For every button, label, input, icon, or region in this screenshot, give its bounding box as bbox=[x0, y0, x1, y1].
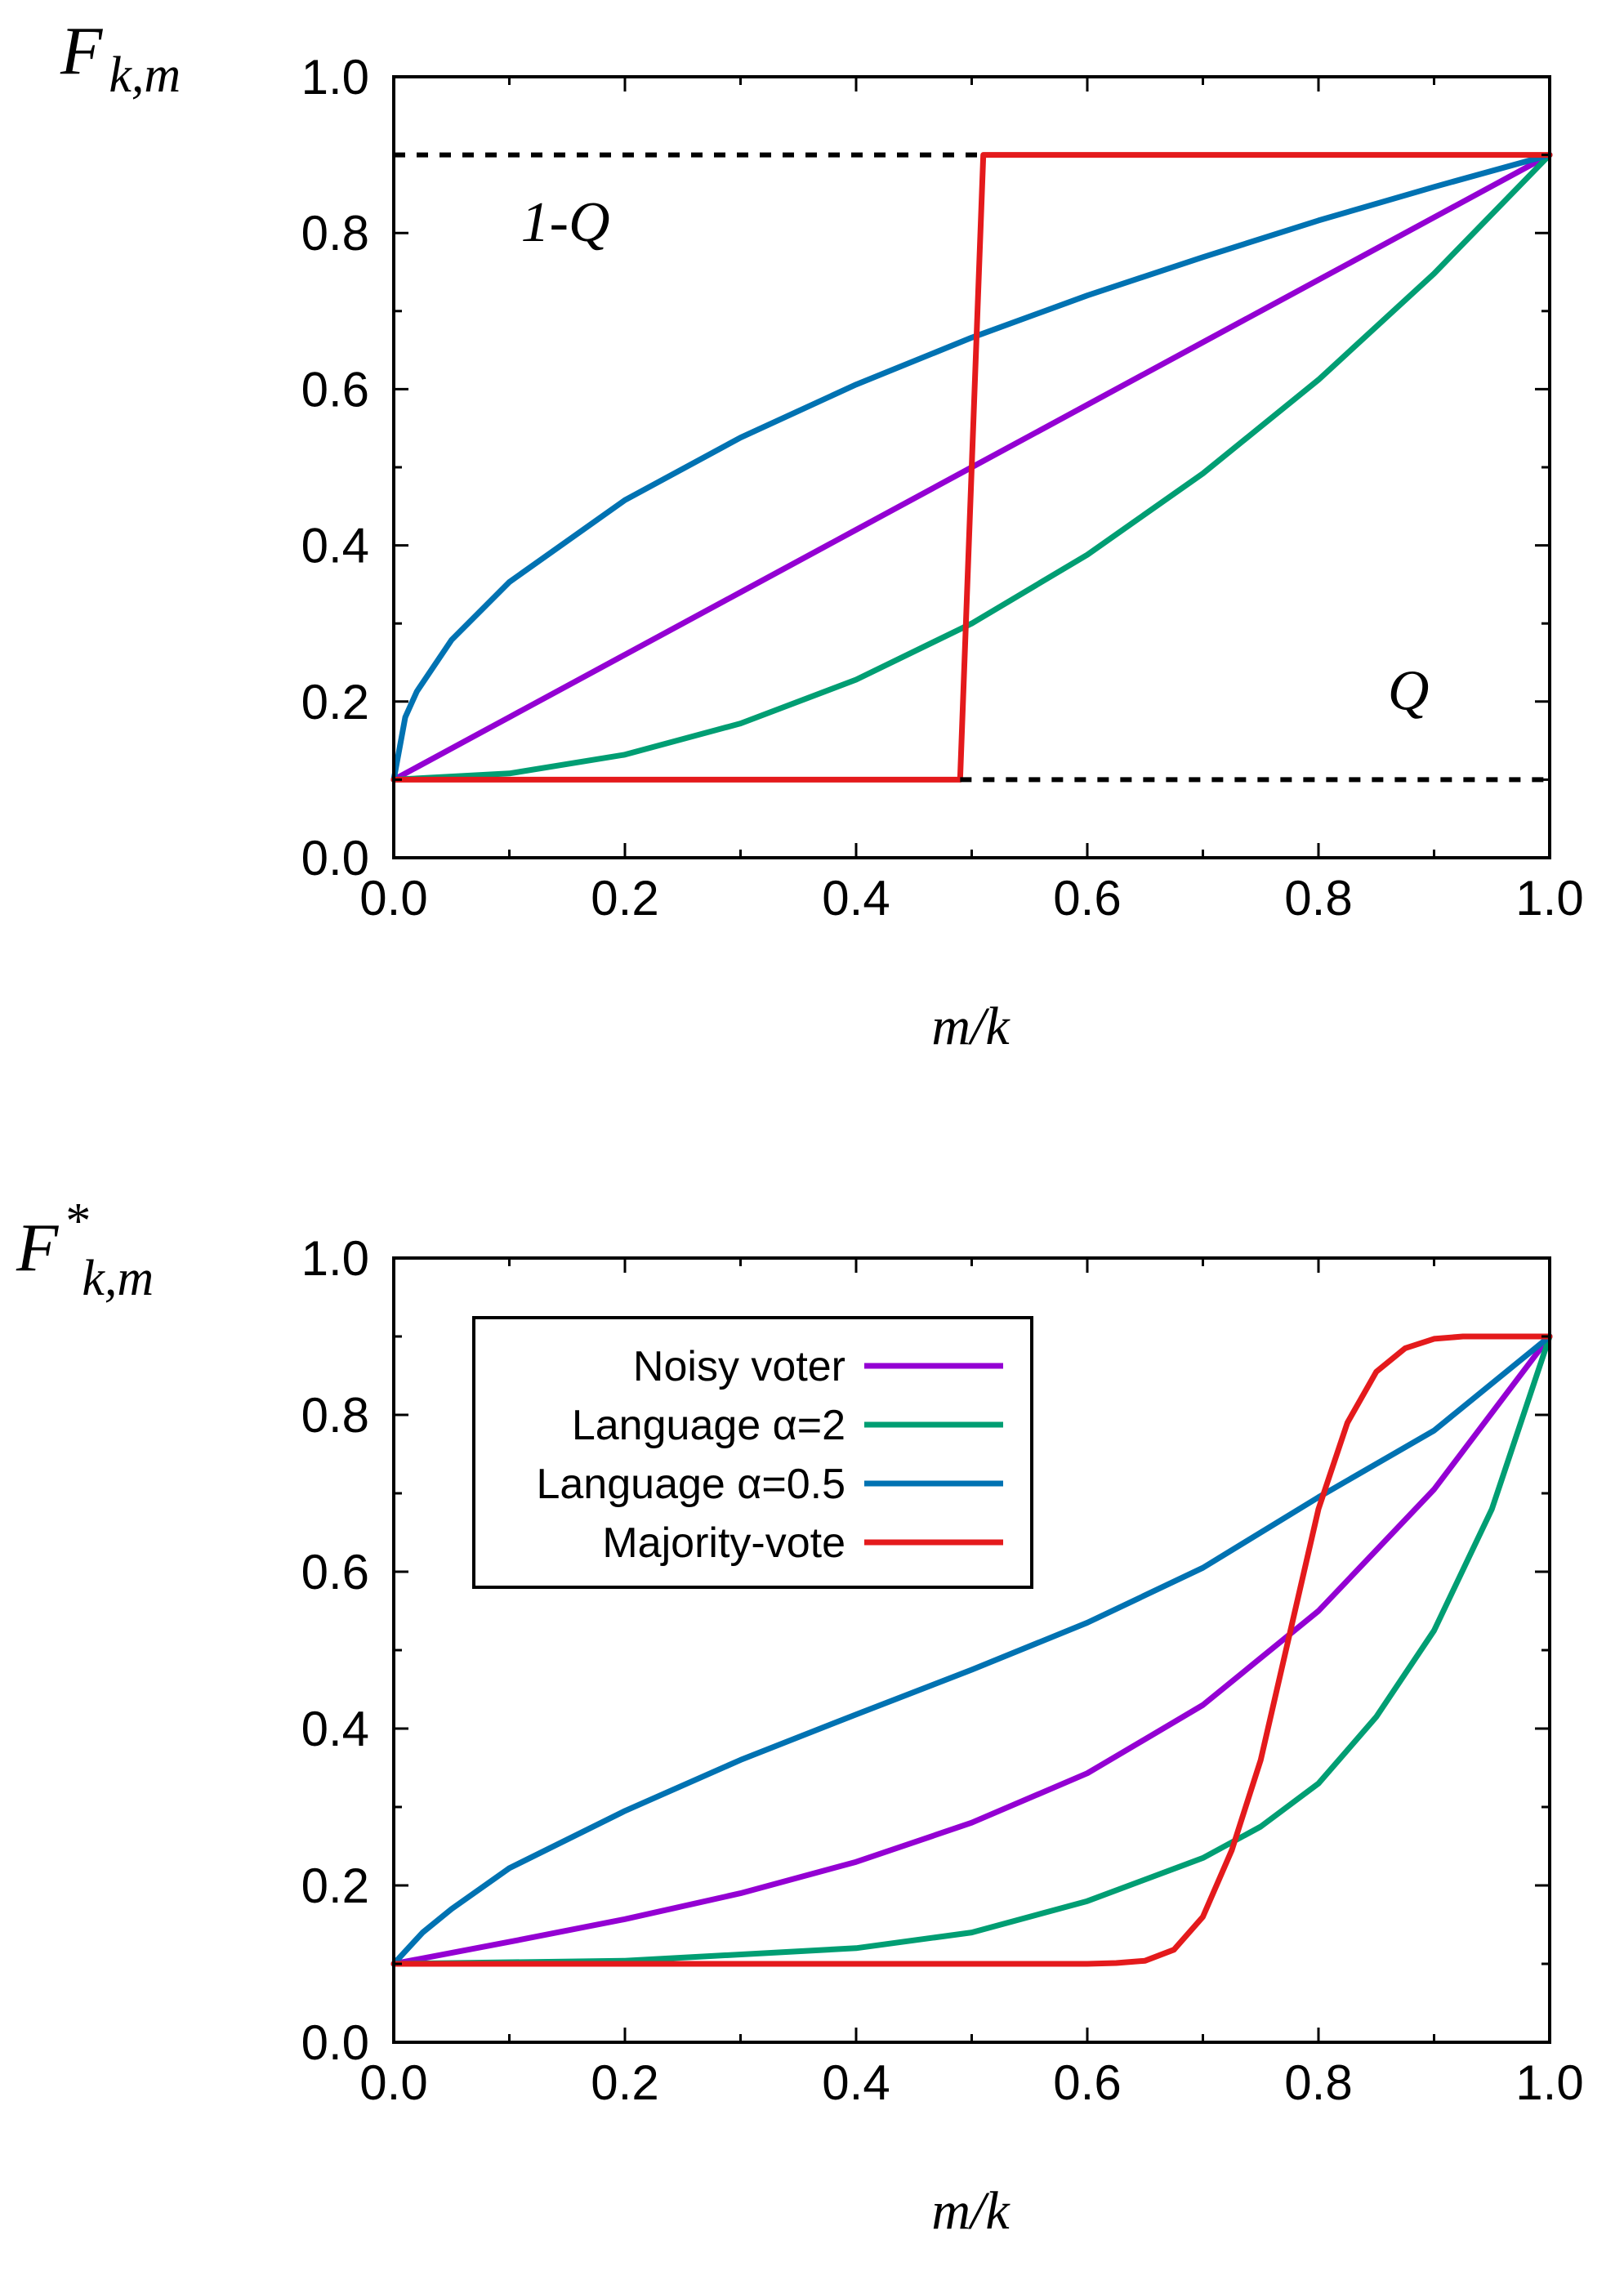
y-tick-label: 0.8 bbox=[301, 1388, 369, 1443]
legend: Noisy voter Language α=2 Language α=0.5 … bbox=[472, 1316, 1033, 1589]
y-tick-label: 0.8 bbox=[301, 206, 369, 261]
y-tick-label: 0.2 bbox=[301, 1858, 369, 1913]
bottom-ylabel-sub: k,m bbox=[82, 1251, 154, 1306]
bottom-x-axis-title: m/k bbox=[931, 2181, 1011, 2241]
top-reference-lines bbox=[394, 152, 1550, 783]
top-series-layer bbox=[390, 152, 1553, 783]
bottom-ticks: 0.0 0.2 0.4 0.6 0.8 1.0 0.0 0.2 0.4 0.6 0.8 1.0 bbox=[301, 1231, 1584, 2110]
x-tick-label: 1.0 bbox=[1515, 2055, 1583, 2110]
x-tick-label: 0.8 bbox=[1284, 871, 1352, 926]
top-chart: 0.0 0.2 0.4 0.6 0.8 1.0 0.0 0.2 0.4 0.6 0.8 1.0 1-Q… bbox=[60, 13, 1584, 1056]
x-tick-label: 0.2 bbox=[591, 871, 658, 926]
legend-label-language-a05: Language α=0.5 bbox=[536, 1461, 845, 1508]
bottom-chart: 0.0 0.2 0.4 0.6 0.8 1.0 0.0 0.2 0.4 0.6 0.8 1.0 Noi… bbox=[16, 1194, 1584, 2241]
legend-label-noisy-voter: Noisy voter bbox=[633, 1343, 845, 1390]
y-tick-label: 1.0 bbox=[301, 50, 369, 105]
bottom-ylabel-main: F bbox=[16, 1210, 60, 1286]
top-annotation-Q: Q bbox=[1388, 659, 1430, 722]
series-language-a-2 bbox=[390, 152, 1553, 783]
legend-label-language-a2: Language α=2 bbox=[572, 1402, 845, 1449]
series-language-a-0-5 bbox=[390, 1333, 1553, 1967]
series-language-a-0-5 bbox=[390, 152, 1553, 783]
y-tick-label: 0.0 bbox=[301, 2015, 369, 2070]
x-tick-label: 0.4 bbox=[822, 871, 890, 926]
y-tick-label: 0.6 bbox=[301, 1545, 369, 1600]
legend-label-majority-vote: Majority-vote bbox=[602, 1519, 845, 1567]
top-ylabel-main: F bbox=[60, 13, 104, 89]
series-majority-vote bbox=[390, 152, 1553, 783]
x-tick-label: 0.6 bbox=[1053, 2055, 1121, 2110]
y-tick-label: 0.2 bbox=[301, 675, 369, 729]
series-majority-vote bbox=[390, 1333, 1553, 1967]
x-tick-label: 1.0 bbox=[1515, 871, 1583, 926]
bottom-ylabel-sup: * bbox=[63, 1194, 88, 1249]
x-tick-label: 0.4 bbox=[822, 2055, 890, 2110]
top-annotation-1mQ: 1-Q bbox=[521, 191, 610, 254]
x-tick-label: 0.0 bbox=[359, 2055, 427, 2110]
bottom-y-axis-title: F* k,m bbox=[16, 1194, 154, 1306]
bottom-series-layer bbox=[390, 1333, 1553, 1967]
x-tick-label: 0.0 bbox=[359, 871, 427, 926]
top-ylabel-sub: k,m bbox=[109, 47, 181, 103]
y-tick-label: 1.0 bbox=[301, 1231, 369, 1286]
top-ticks: 0.0 0.2 0.4 0.6 0.8 1.0 0.0 0.2 0.4 0.6 0.8 1.0 bbox=[301, 50, 1584, 926]
y-tick-label: 0.4 bbox=[301, 1702, 369, 1756]
series-noisy-voter bbox=[390, 1333, 1553, 1967]
y-tick-label: 0.6 bbox=[301, 362, 369, 417]
x-tick-label: 0.6 bbox=[1053, 871, 1121, 926]
y-tick-label: 0.4 bbox=[301, 519, 369, 573]
x-tick-label: 0.2 bbox=[591, 2055, 658, 2110]
x-tick-label: 0.8 bbox=[1284, 2055, 1352, 2110]
y-tick-label: 0.0 bbox=[301, 831, 369, 886]
top-x-axis-title: m/k bbox=[931, 997, 1011, 1056]
